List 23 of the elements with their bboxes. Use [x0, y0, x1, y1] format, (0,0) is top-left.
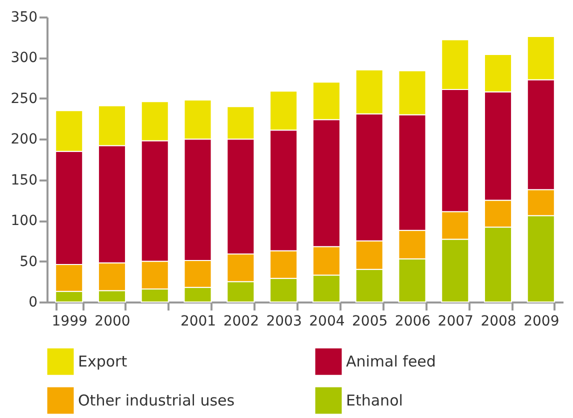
legend-label: Export [78, 352, 128, 371]
y-tick-label: 350 [10, 10, 38, 26]
legend-label: Other industrial uses [78, 392, 235, 410]
y-tick-label: 250 [10, 90, 38, 107]
y-tick-label: 150 [10, 172, 38, 188]
y-tick-label: 100 [10, 213, 38, 230]
x-tick-label: 2005 [352, 314, 388, 330]
y-tick-label: 200 [10, 132, 38, 148]
x-tick-label: 2003 [266, 314, 302, 330]
x-tick-label: 1999 [52, 314, 88, 330]
x-tick-label: 2008 [480, 314, 516, 330]
x-tick-label: 2007 [438, 314, 474, 330]
x-tick-label: 2000 [94, 314, 130, 330]
x-tick-label: 2004 [309, 314, 345, 330]
y-tick-label: 50 [20, 254, 38, 270]
x-tick-label: 2001 [180, 314, 216, 330]
x-tick-label: 2009 [524, 314, 560, 330]
x-tick-label: 2002 [223, 314, 259, 330]
x-tick-label: 2006 [394, 314, 431, 330]
y-tick-label: 300 [10, 50, 38, 66]
legend-label: Ethanol [346, 392, 403, 410]
y-tick-label: 0 [28, 294, 38, 310]
legend-label: Animal feed [346, 352, 436, 371]
